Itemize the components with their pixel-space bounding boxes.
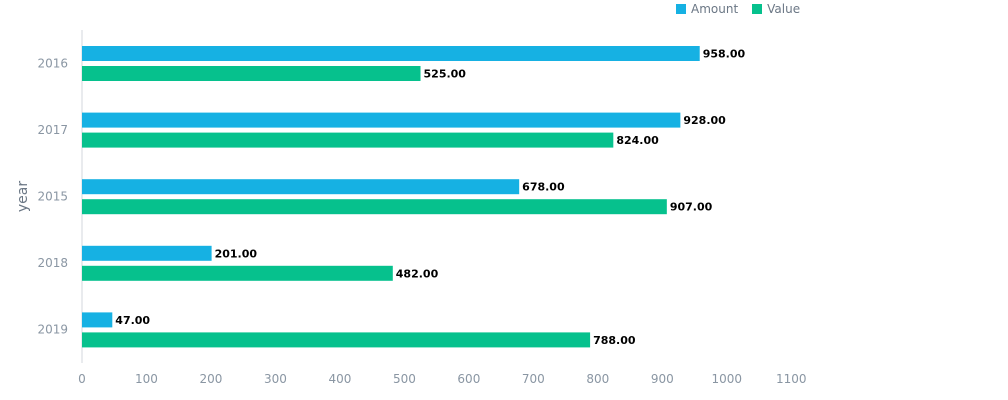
bar-amount-2018 <box>82 245 212 261</box>
data-label-amount-2018: 201.00 <box>215 247 258 260</box>
data-label-amount-2017: 928.00 <box>683 114 726 127</box>
data-label-value-2017: 824.00 <box>616 134 659 147</box>
y-axis-title: year <box>15 181 31 212</box>
legend-swatch-amount <box>676 4 686 14</box>
data-label-value-2016: 525.00 <box>424 68 467 81</box>
x-tick-label-300: 300 <box>264 372 287 386</box>
bar-value-2019 <box>82 332 591 348</box>
y-tick-label-2015: 2015 <box>37 190 68 204</box>
x-tick-label-1000: 1000 <box>712 372 743 386</box>
legend-swatch-value <box>752 4 763 14</box>
bar-amount-2019 <box>82 312 113 328</box>
y-tick-label-2016: 2016 <box>37 56 68 70</box>
data-label-amount-2015: 678.00 <box>522 181 565 194</box>
data-label-value-2019: 788.00 <box>593 334 636 347</box>
x-tick-label-100: 100 <box>135 372 158 386</box>
x-tick-label-700: 700 <box>522 372 545 386</box>
legend-item-amount[interactable]: Amount <box>676 2 738 16</box>
legend-label-value: Value <box>767 2 801 16</box>
data-label-amount-2019: 47.00 <box>115 314 150 327</box>
data-label-value-2015: 907.00 <box>670 201 713 214</box>
legend: Amount Value <box>676 2 800 16</box>
y-tick-label-2019: 2019 <box>37 323 68 337</box>
x-tick-label-600: 600 <box>457 372 480 386</box>
x-tick-label-400: 400 <box>328 372 351 386</box>
x-tick-label-800: 800 <box>586 372 609 386</box>
bar-amount-2015 <box>82 179 520 195</box>
bar-value-2015 <box>82 199 667 215</box>
bar-amount-2016 <box>82 46 700 61</box>
x-tick-label-1100: 1100 <box>776 372 807 386</box>
x-tick-label-200: 200 <box>200 372 223 386</box>
data-label-value-2018: 482.00 <box>396 267 439 280</box>
data-label-amount-2016: 958.00 <box>703 48 746 61</box>
legend-item-value[interactable]: Value <box>752 2 800 16</box>
x-tick-label-500: 500 <box>393 372 416 386</box>
y-tick-label-2018: 2018 <box>37 256 68 270</box>
bar-amount-2017 <box>82 112 681 128</box>
legend-label-amount: Amount <box>691 2 739 16</box>
bar-value-2017 <box>82 132 614 148</box>
x-tick-label-0: 0 <box>78 372 86 386</box>
y-tick-label-2017: 2017 <box>37 123 68 137</box>
x-tick-label-900: 900 <box>651 372 674 386</box>
bar-value-2016 <box>82 66 421 81</box>
bar-value-2018 <box>82 265 393 281</box>
